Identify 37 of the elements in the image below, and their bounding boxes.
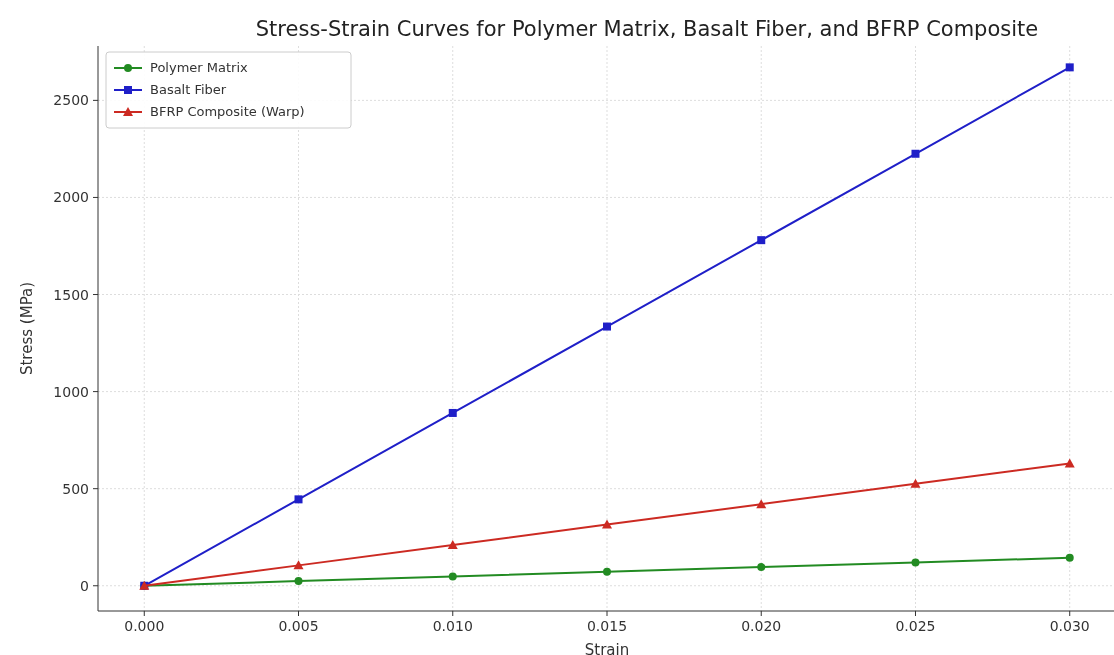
point [603, 567, 611, 576]
x-tick-label: 0.000 [124, 618, 165, 634]
y-tick-label: 500 [62, 480, 89, 497]
x-tick-label: 0.015 [586, 618, 628, 634]
point [447, 539, 458, 549]
point [1064, 458, 1075, 468]
x-axis-title: Strain [584, 641, 630, 655]
point [911, 558, 920, 567]
x-tick-label: 0.025 [895, 618, 936, 634]
point [757, 236, 766, 245]
y-axis-title: Stress (MPa) [18, 281, 36, 376]
point [1065, 63, 1074, 72]
point [294, 577, 303, 586]
legend-label: Basalt Fiber [150, 82, 227, 97]
y-tick-label: 0 [80, 577, 89, 594]
x-tick-label: 0.010 [432, 618, 473, 634]
legend-label: BFRP Composite (Warp) [150, 104, 305, 119]
point [448, 408, 457, 417]
point [603, 322, 611, 331]
point [602, 519, 612, 529]
y-tick-label: 2000 [53, 189, 89, 206]
x-tick-label: 0.005 [278, 618, 319, 634]
y-tick-label: 1500 [53, 286, 89, 303]
point [1065, 553, 1074, 562]
y-tick-label: 2500 [53, 92, 89, 109]
point [448, 572, 457, 581]
chart-title: Stress-Strain Curves for Polymer Matrix, Basalt Fiber, and BFRP Composite [255, 17, 1039, 41]
point [294, 495, 303, 504]
y-tick-label: 1000 [53, 383, 89, 400]
legend-label: Polymer Matrix [150, 60, 249, 75]
x-tick-label: 0.030 [1049, 618, 1090, 634]
point [293, 560, 304, 570]
point [756, 499, 767, 509]
point [910, 478, 921, 488]
x-tick-label: 0.020 [741, 618, 782, 634]
point [757, 563, 766, 572]
point [911, 149, 920, 158]
